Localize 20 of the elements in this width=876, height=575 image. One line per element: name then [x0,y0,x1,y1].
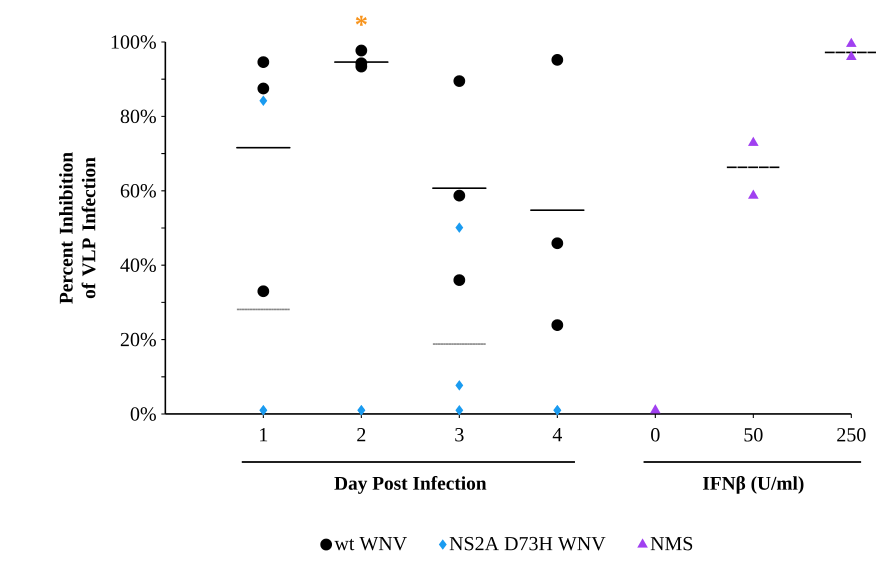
legend-label: NMS [650,536,692,550]
x-tick-label: 4 [552,428,562,442]
y-tick-label: 100% [112,35,156,49]
x-tick-label: 2 [357,428,366,442]
text: IFNβ (U/ml) [702,476,804,494]
y-tick-label: 80% [120,110,156,124]
legend-label: wt WNV [334,536,407,550]
x-tick-label: 50 [744,428,763,442]
y-tick-label: 40% [120,258,156,272]
y-tick-label: 0% [130,407,156,421]
legend-label: NS2A D73H WNV [450,536,606,550]
y-axis-title: Percent Inhibition of VLP Infection [59,152,96,304]
x-tick-label: 3 [455,428,464,442]
text: * [356,16,367,26]
y-tick-label: 60% [120,184,156,198]
x-tick-label: 1 [260,428,268,442]
x-tick-label: 250 [837,428,866,442]
x-tick-label: 0 [651,428,660,442]
x-axis-title: Day Post Infection [334,476,486,494]
y-tick-label: 20% [120,332,156,346]
